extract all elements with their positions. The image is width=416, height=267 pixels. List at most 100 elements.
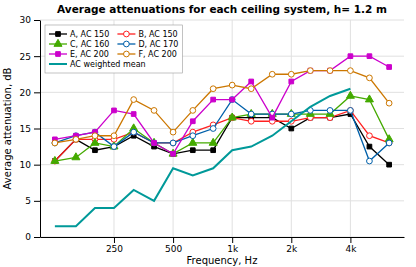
series-marker bbox=[131, 112, 136, 117]
x-tick-mark bbox=[232, 237, 233, 243]
legend-marker bbox=[124, 31, 130, 37]
y-axis: 0 5 10 15 20 25 30 bbox=[20, 15, 41, 242]
series-marker bbox=[171, 151, 176, 156]
series-marker bbox=[327, 68, 333, 74]
series-marker bbox=[249, 79, 254, 84]
series-marker bbox=[367, 75, 373, 81]
y-tick-mark bbox=[34, 20, 40, 21]
y-tick: 0 bbox=[25, 232, 40, 242]
series-marker bbox=[247, 109, 255, 116]
y-axis-title: Average attenuation, dB bbox=[2, 67, 13, 189]
series-marker bbox=[93, 148, 98, 153]
y-tick-mark bbox=[34, 92, 40, 93]
series-line bbox=[55, 89, 351, 226]
series-marker bbox=[73, 136, 79, 142]
series-marker bbox=[386, 140, 392, 146]
series-marker bbox=[248, 86, 254, 92]
series-marker bbox=[248, 111, 254, 117]
series-marker bbox=[287, 109, 295, 116]
series-marker bbox=[211, 97, 216, 102]
series-marker bbox=[387, 65, 392, 70]
series-marker bbox=[289, 126, 294, 131]
legend-entry: A, AC 150 bbox=[49, 30, 109, 39]
y-tick-label: 0 bbox=[25, 232, 31, 242]
legend-entry: D, AC 170 bbox=[117, 40, 178, 49]
series-marker bbox=[248, 118, 254, 124]
series-marker bbox=[190, 133, 196, 139]
x-tick: 500 bbox=[165, 237, 182, 254]
series-marker bbox=[111, 133, 117, 139]
series-marker bbox=[190, 148, 195, 153]
legend-entry: F, AC 200 bbox=[117, 50, 176, 59]
legend-label: F, AC 200 bbox=[138, 50, 176, 59]
series-marker bbox=[210, 86, 216, 92]
series-marker bbox=[190, 108, 196, 114]
series-line bbox=[55, 71, 389, 143]
y-tick: 15 bbox=[20, 124, 40, 134]
legend-marker bbox=[124, 41, 130, 47]
series-marker bbox=[327, 108, 333, 114]
legend-label: E, AC 200 bbox=[70, 50, 109, 59]
x-tick-label: 500 bbox=[165, 244, 182, 254]
x-tick-mark bbox=[173, 237, 174, 243]
legend-entry: C, AC 160 bbox=[49, 39, 109, 48]
series-marker bbox=[348, 108, 354, 114]
series-marker bbox=[131, 97, 137, 103]
series-marker bbox=[328, 68, 333, 73]
series-marker bbox=[190, 119, 195, 124]
series-marker bbox=[288, 71, 294, 77]
series-marker bbox=[52, 140, 58, 146]
series bbox=[55, 89, 351, 226]
y-tick: 30 bbox=[20, 15, 40, 25]
x-tick-mark bbox=[350, 237, 351, 243]
legend-marker bbox=[54, 39, 62, 46]
plot-area: 25 0 500 1k 2k 4k 0 5 10 15 20 25 30 A, AC 150 B, AC 1… bbox=[20, 15, 405, 254]
x-axis-line bbox=[41, 237, 405, 238]
x-tick-mark bbox=[114, 237, 115, 243]
series-marker bbox=[92, 133, 98, 139]
y-tick: 5 bbox=[25, 196, 40, 206]
legend-marker bbox=[56, 52, 61, 57]
y-tick-mark bbox=[34, 129, 40, 130]
y-tick-label: 10 bbox=[20, 160, 32, 170]
y-tick-label: 5 bbox=[25, 196, 31, 206]
series-marker bbox=[346, 91, 354, 98]
series-marker bbox=[74, 137, 79, 142]
series-marker bbox=[348, 108, 354, 114]
series-marker bbox=[189, 138, 197, 145]
x-tick: 4k bbox=[345, 237, 357, 254]
chart: 25 0 500 1k 2k 4k 0 5 10 15 20 25 30 A, AC 150 B, AC 1… bbox=[0, 0, 416, 267]
series-marker bbox=[348, 54, 353, 59]
x-tick: 1k bbox=[227, 237, 239, 254]
y-tick-label: 30 bbox=[20, 15, 32, 25]
y-tick: 10 bbox=[20, 160, 40, 170]
x-tick-label: 4k bbox=[345, 244, 357, 254]
chart-title: Average attenuations for each ceiling sy… bbox=[57, 3, 387, 15]
legend-frame bbox=[45, 25, 182, 73]
grid-line-y bbox=[40, 164, 404, 165]
legend-swatch bbox=[49, 63, 67, 65]
y-tick: 25 bbox=[20, 52, 40, 62]
legend-entry: B, AC 150 bbox=[117, 30, 177, 39]
series-group bbox=[51, 54, 393, 226]
series-marker bbox=[210, 126, 216, 132]
y-tick-label: 20 bbox=[20, 88, 32, 98]
series-marker bbox=[228, 113, 236, 120]
series-marker bbox=[348, 68, 354, 74]
y-tick-label: 15 bbox=[20, 124, 31, 134]
series-marker bbox=[170, 140, 176, 146]
series-marker bbox=[365, 95, 373, 102]
series-marker bbox=[151, 108, 157, 114]
y-tick: 20 bbox=[20, 88, 40, 98]
series-marker bbox=[152, 141, 157, 146]
legend-label: AC weighted mean bbox=[70, 60, 146, 69]
grid-line-y bbox=[40, 237, 404, 238]
series-marker bbox=[112, 144, 117, 149]
series-marker bbox=[367, 144, 372, 149]
series-marker bbox=[288, 111, 294, 117]
x-tick: 2k bbox=[286, 237, 298, 254]
series-marker bbox=[270, 115, 275, 120]
series-marker bbox=[386, 100, 392, 106]
series-marker bbox=[171, 151, 176, 156]
series-line bbox=[55, 100, 389, 161]
